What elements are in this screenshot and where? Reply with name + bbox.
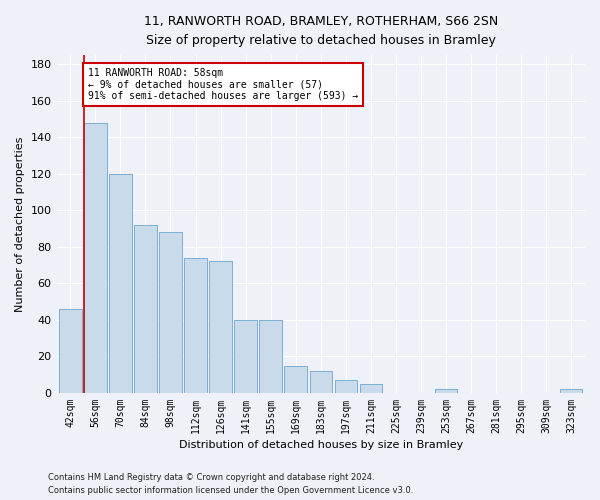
Bar xyxy=(159,232,182,393)
Bar xyxy=(184,258,207,393)
Bar xyxy=(259,320,282,393)
Bar xyxy=(84,122,107,393)
Bar xyxy=(209,262,232,393)
Bar xyxy=(59,309,82,393)
Bar xyxy=(235,320,257,393)
Bar xyxy=(560,390,583,393)
Text: Contains HM Land Registry data © Crown copyright and database right 2024.
Contai: Contains HM Land Registry data © Crown c… xyxy=(48,474,413,495)
Bar xyxy=(435,390,457,393)
Bar xyxy=(310,371,332,393)
Y-axis label: Number of detached properties: Number of detached properties xyxy=(15,136,25,312)
X-axis label: Distribution of detached houses by size in Bramley: Distribution of detached houses by size … xyxy=(179,440,463,450)
Bar xyxy=(134,225,157,393)
Bar xyxy=(284,366,307,393)
Bar xyxy=(359,384,382,393)
Text: 11 RANWORTH ROAD: 58sqm
← 9% of detached houses are smaller (57)
91% of semi-det: 11 RANWORTH ROAD: 58sqm ← 9% of detached… xyxy=(88,68,358,101)
Bar xyxy=(109,174,131,393)
Title: 11, RANWORTH ROAD, BRAMLEY, ROTHERHAM, S66 2SN
Size of property relative to deta: 11, RANWORTH ROAD, BRAMLEY, ROTHERHAM, S… xyxy=(143,15,498,47)
Bar xyxy=(335,380,357,393)
